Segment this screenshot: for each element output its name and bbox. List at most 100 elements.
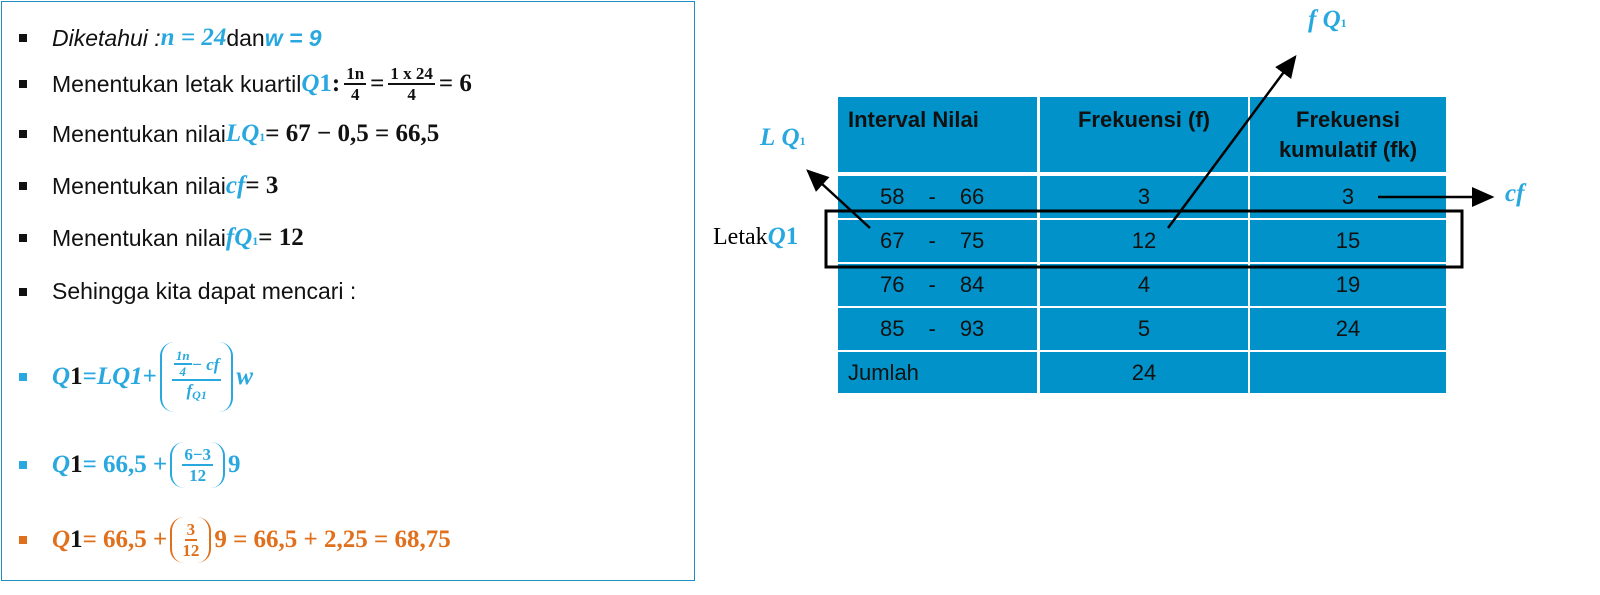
math: f [225,224,235,251]
interval-part: - [928,184,936,209]
math: cf [1505,180,1525,207]
label: Menentukan nilai [52,120,226,147]
interval-cell: 76-84 [838,264,1037,306]
math: Q [52,526,71,553]
fraction: 1 x 24 4 [388,64,435,104]
value-cell: 4 [1040,264,1248,306]
sub: 1 [799,134,806,148]
annotation: f Q1 [1308,6,1347,34]
item: Diketahui : n = 24 dan w = 9 [19,24,322,52]
annotation: cf [1505,180,1524,208]
math: n = 24 [160,24,227,51]
interval-part: 85 [880,316,905,341]
fraction: 1n 4 [173,349,192,379]
left-panel: Diketahui : n = 24 dan w = 9 Menentukan … [1,1,695,581]
item: Menentukan nilai f Q1 = 12 [19,224,304,252]
sub: Q1 [192,388,207,402]
math: = 3 [245,172,279,199]
num: 3 [184,520,198,541]
math: 9 = 66,5 + 2,25 = 68,75 [214,526,451,553]
annotation: L Q1 [760,124,806,152]
sub: 1 [319,70,332,97]
interval-part: - [928,228,936,253]
math: w [236,363,254,390]
math: = 6 [438,70,472,97]
sub: 1 [1340,16,1347,30]
sub: Q1 [112,363,143,390]
sub: Q [781,124,800,151]
paren: 3 12 [170,517,212,563]
den: 4 [179,364,187,379]
num: 6−3 [182,445,213,466]
fraction: 3 12 [182,520,199,560]
fraction: 1n 4− cf fQ1 [171,349,222,405]
interval-part: 67 [880,228,905,253]
math: = 66,5 + [82,526,168,553]
sub: 1 [70,526,83,553]
math: f [1308,6,1317,33]
formula: Q 1 = 66,5 + 3 12 9 = 66,5 + 2,25 = 68,75 [19,517,451,563]
interval-part: 66 [959,184,985,209]
interval-part: 84 [959,272,985,297]
fraction: 1n 4 [344,64,367,104]
footer-label: Jumlah [838,352,1037,393]
label: Diketahui : [52,24,161,51]
math: f [186,381,193,400]
interval-part: - [928,272,936,297]
den: fQ1 [186,381,206,405]
header-cell: Frekuensi (f) [1040,97,1248,172]
value-cell: 3 [1250,176,1446,218]
text: dan [226,24,265,51]
math: Q [301,70,320,97]
math: Q [52,451,71,478]
label: Sehingga kita dapat mencari : [52,278,357,304]
sub: 1 [70,363,83,390]
value-cell: 5 [1040,308,1248,350]
math: L [96,363,113,390]
paren: 1n 4− cf fQ1 [159,342,234,412]
interval-part: 93 [959,316,985,341]
interval-part: 75 [959,228,985,253]
value-cell: 19 [1250,264,1446,306]
interval-cell: 58-66 [838,176,1037,218]
header-cell: Interval Nilai [838,97,1037,172]
value-cell: 15 [1250,220,1446,262]
sub: Q1 [241,120,265,148]
interval-cell: 85-93 [838,308,1037,350]
interval-part: 76 [880,272,905,297]
den: 12 [189,466,207,485]
math: + [142,363,157,390]
footer-empty [1250,352,1446,393]
label: Menentukan nilai [52,172,226,199]
math: = [82,363,97,390]
math: w = 9 [264,24,322,51]
sub: 1 [252,234,259,248]
math: L [760,124,776,151]
sub: Q1 [234,224,258,252]
num: 1 x 24 [388,64,435,85]
math: = 67 − 0,5 = 66,5 [265,120,440,147]
sub: Q [1322,6,1341,33]
math: cf [225,172,246,199]
math: = 66,5 + [82,451,168,478]
sub: Q1 [1316,6,1347,34]
fraction: 6−3 12 [182,445,213,485]
math: = 12 [258,224,304,251]
paren: 6−3 12 [170,442,225,488]
item: Menentukan nilai L Q1 = 67 − 0,5 = 66,5 [18,120,440,148]
formula: Q 1 = 66,5 + 6−3 12 9 [19,442,241,488]
interval-part: 58 [880,184,905,209]
sub: 1 [785,223,799,250]
den: 12 [182,541,200,560]
math: : [331,70,341,97]
value-cell: 24 [1250,308,1446,350]
footer-total: 24 [1040,352,1248,393]
num: 1n [344,64,367,85]
sub: Q [234,224,253,251]
math: Q [52,363,71,390]
math: − cf [191,354,220,374]
item: Sehingga kita dapat mencari : [18,278,357,305]
label: Menentukan nilai [52,224,226,251]
